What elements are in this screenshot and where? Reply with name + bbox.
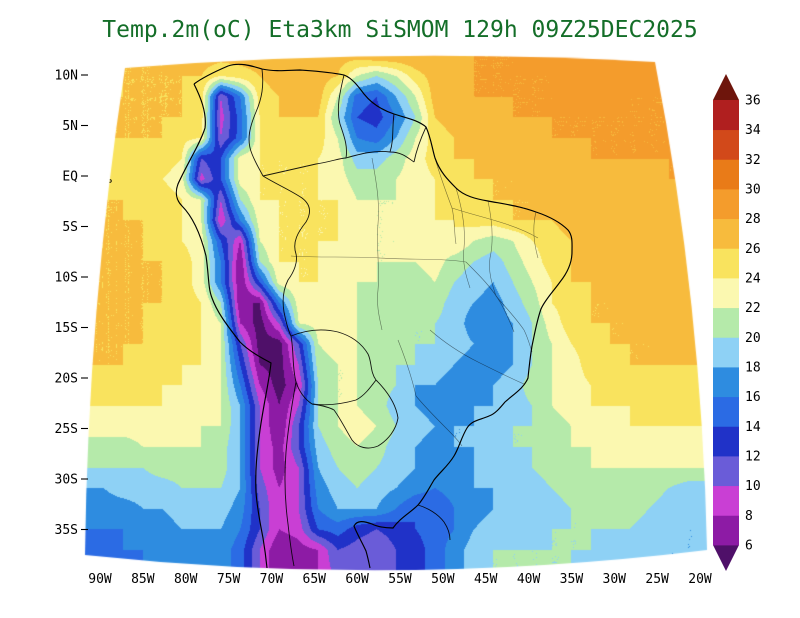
lon-tick-label: 90W: [88, 572, 112, 587]
colorbar-segment: [713, 396, 739, 427]
colorbar-tick-label: 24: [745, 272, 761, 287]
state-border: [415, 395, 463, 447]
lat-tick-label: 35S: [55, 523, 78, 538]
lat-tick-label: EQ: [62, 170, 78, 185]
lat-tick-label: 20S: [55, 372, 78, 387]
colorbar-tick-label: 30: [745, 183, 761, 198]
colorbar-tick-label: 36: [745, 94, 761, 109]
country-border: [262, 175, 310, 337]
colorbar-tick-label: 20: [745, 331, 761, 346]
colorbar-tick-label: 22: [745, 301, 761, 316]
country-border: [413, 126, 427, 163]
country-border: [311, 379, 399, 449]
colorbar-tick-label: 28: [745, 212, 761, 227]
colorbar-segment: [713, 159, 739, 190]
country-borders: [248, 68, 451, 567]
colorbar-segment: [713, 426, 739, 457]
state-border: [455, 187, 471, 289]
coastline: [175, 63, 573, 569]
lon-tick-label: 85W: [131, 572, 155, 587]
coastline-path: [175, 83, 272, 569]
lat-tick-label: 15S: [55, 321, 78, 336]
colorbar-segment: [713, 129, 739, 160]
colorbar-tick-label: 6: [745, 539, 753, 554]
island-dot: [108, 179, 112, 183]
colorbar-segment: [713, 100, 739, 131]
colorbar-segment: [713, 367, 739, 398]
state-border: [451, 207, 539, 239]
lon-tick-label: 55W: [388, 572, 412, 587]
lon-tick-label: 50W: [431, 572, 455, 587]
lon-tick-label: 80W: [174, 572, 198, 587]
colorbar-segment: [713, 189, 739, 220]
state-border: [290, 255, 467, 263]
country-border: [337, 74, 347, 159]
colorbar-segment: [713, 337, 739, 368]
colorbar-segment: [713, 307, 739, 338]
country-border: [290, 329, 377, 381]
lat-axis-ticks: [81, 74, 88, 531]
country-border: [417, 504, 451, 541]
colorbar-tick-label: 14: [745, 420, 761, 435]
island-dot: [100, 174, 104, 178]
colorbar-below-min-arrow: [713, 545, 739, 571]
colorbar-segment: [713, 515, 739, 546]
state-borders: [290, 157, 539, 447]
lon-tick-label: 75W: [217, 572, 241, 587]
colorbar-tick-label: 32: [745, 153, 761, 168]
colorbar-segment: [713, 218, 739, 249]
state-border: [533, 211, 539, 259]
country-border: [262, 151, 415, 177]
colorbar-tick-label: 10: [745, 479, 761, 494]
lon-tick-label: 35W: [560, 572, 584, 587]
colorbar-tick-label: 12: [745, 450, 761, 465]
country-border: [248, 68, 264, 177]
state-border: [397, 339, 417, 397]
lon-axis-labels: 90W 85W 80W 75W 70W 65W 60W 55W 50W 45W 40W 35W 30W 2…: [88, 572, 712, 587]
state-border: [487, 200, 497, 297]
lat-tick-label: 5S: [62, 220, 78, 235]
lat-tick-label: 5N: [62, 119, 78, 134]
colorbar-segment: [713, 248, 739, 279]
colorbar-tick-label: 34: [745, 123, 761, 138]
islands: [94, 170, 112, 183]
lon-tick-label: 60W: [345, 572, 369, 587]
country-border: [284, 381, 297, 567]
country-border: [311, 379, 377, 406]
coastline-path: [193, 63, 573, 569]
lat-tick-label: 10N: [55, 69, 78, 84]
lon-tick-label: 45W: [474, 572, 498, 587]
lat-axis-labels: 10N 5N EQ 5S 10S 15S 20S 25S 30S 35S: [55, 69, 79, 539]
map-borders: [94, 63, 573, 569]
colorbar-above-max-arrow: [713, 74, 739, 100]
colorbar-tick-label: 18: [745, 361, 761, 376]
lon-tick-label: 40W: [517, 572, 541, 587]
lat-tick-label: 30S: [55, 473, 78, 488]
lon-tick-label: 25W: [645, 572, 669, 587]
colorbar-segment: [713, 278, 739, 309]
colorbar-segment: [713, 456, 739, 487]
lat-tick-label: 10S: [55, 271, 78, 286]
colorbar-tick-label: 8: [745, 509, 753, 524]
colorbar-tick-label: 26: [745, 242, 761, 257]
colorbar-segment: [713, 485, 739, 516]
lon-tick-label: 20W: [688, 572, 712, 587]
island-dot: [94, 170, 98, 174]
state-border: [429, 329, 525, 385]
state-border: [495, 295, 533, 353]
colorbar-labels: 6 8 10 12 14 16 18 20 22 24 26 28 30 32 34 36: [745, 94, 761, 554]
state-border: [434, 157, 457, 245]
state-border: [371, 157, 383, 331]
lon-tick-label: 30W: [603, 572, 627, 587]
country-border: [389, 113, 395, 153]
colorbar: [713, 74, 739, 571]
lon-tick-label: 70W: [260, 572, 284, 587]
lat-tick-label: 25S: [55, 422, 78, 437]
colorbar-tick-label: 16: [745, 390, 761, 405]
lon-tick-label: 65W: [303, 572, 327, 587]
state-border: [465, 261, 515, 333]
